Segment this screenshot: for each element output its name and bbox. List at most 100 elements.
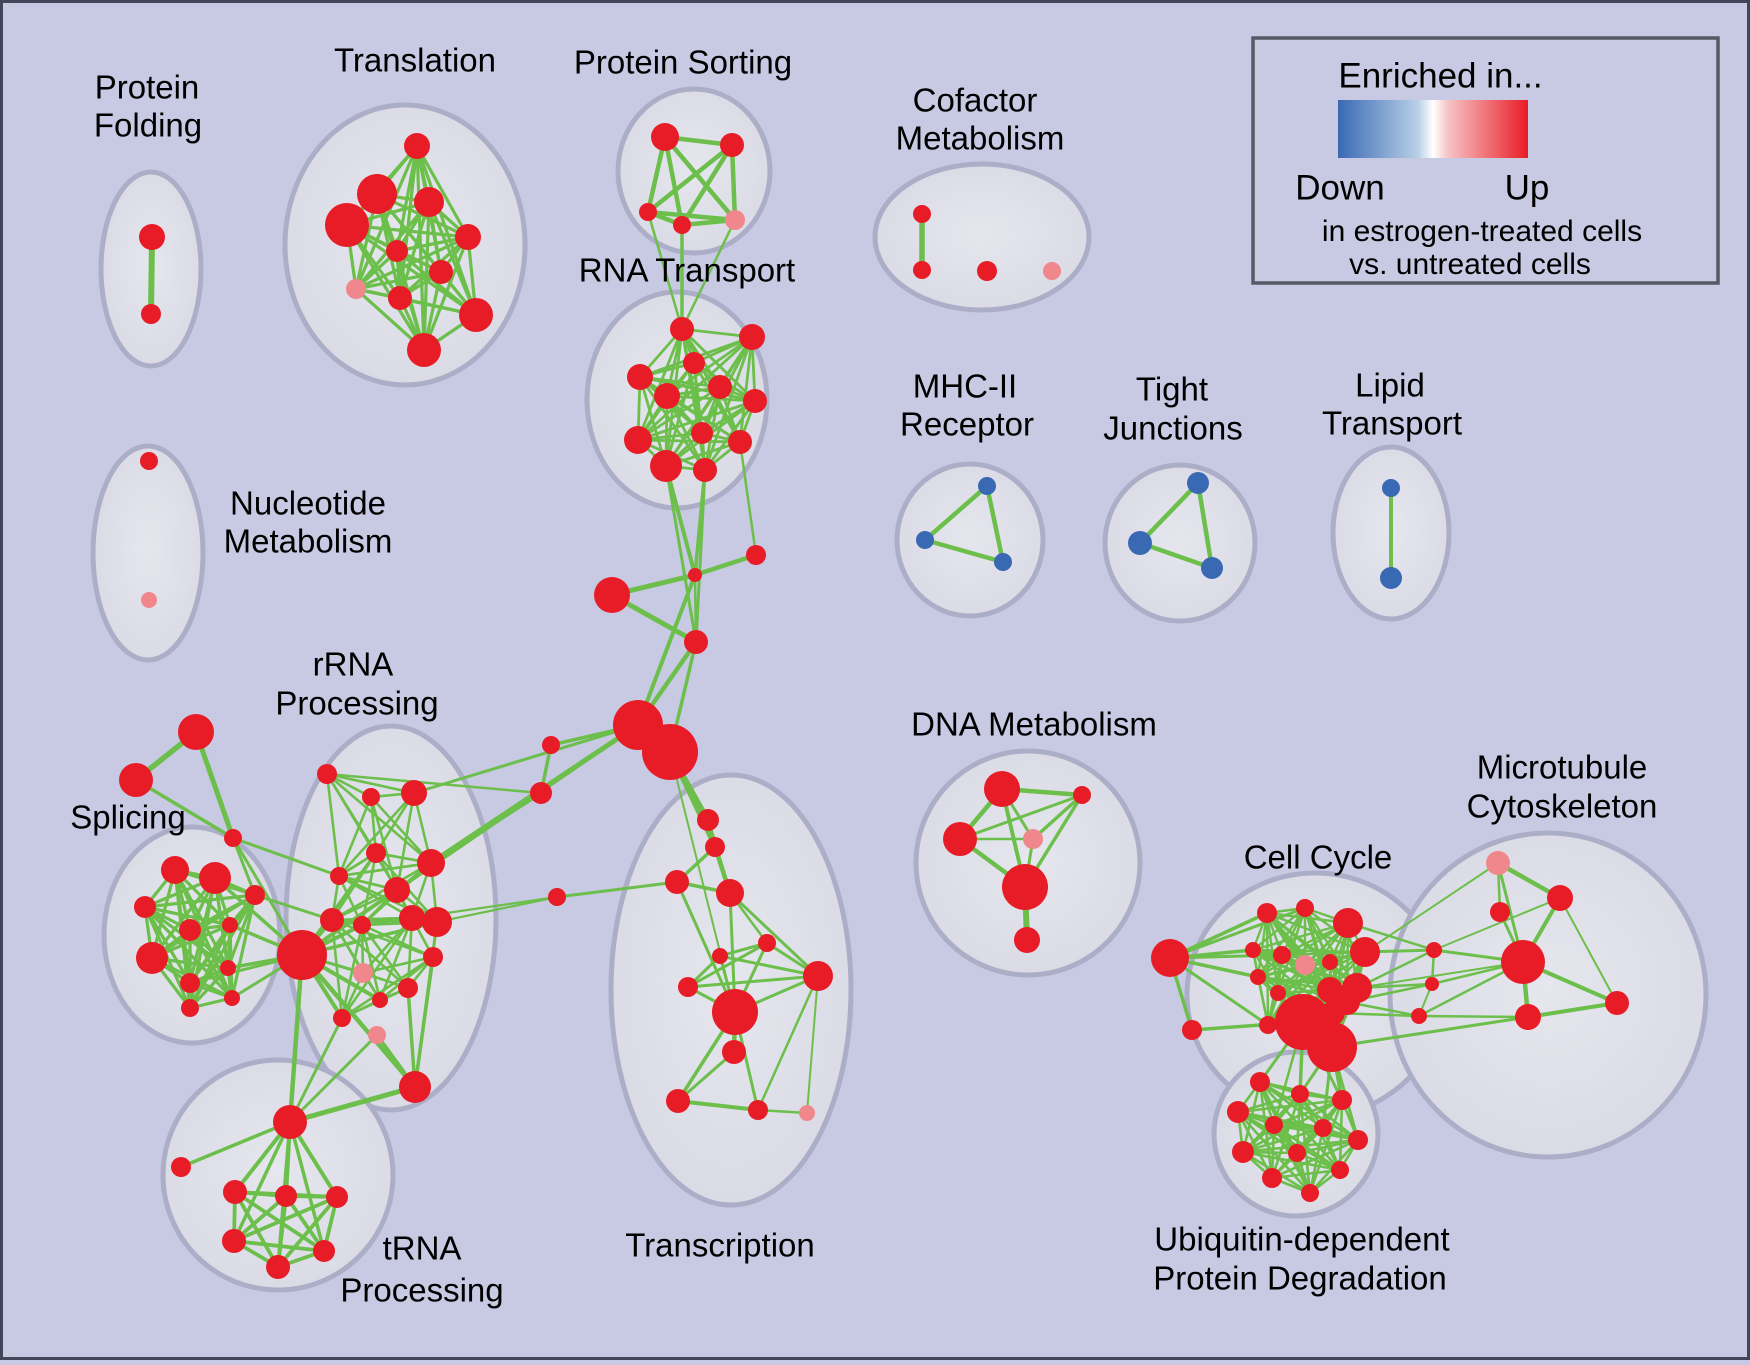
edge-c12-M0 <box>1356 961 1524 989</box>
node-r12 <box>693 458 717 482</box>
edge-k3-mt4 <box>1417 1014 1530 1019</box>
node-m1 <box>978 477 996 495</box>
edge-r3-r12 <box>638 375 707 472</box>
node-t4 <box>325 203 369 247</box>
node-c5 <box>1245 942 1261 958</box>
node-co4 <box>1043 262 1061 280</box>
edge-u4-u8 <box>756 974 820 1112</box>
node-c15 <box>1334 989 1360 1015</box>
edge-R1-R3 <box>325 772 416 795</box>
node-CC1 <box>1307 1022 1357 1072</box>
node-R7 <box>417 849 445 877</box>
edge-r1-r9 <box>636 327 684 442</box>
node-g2 <box>119 763 153 797</box>
edge-p6-p9 <box>150 893 257 960</box>
edge-c3-k1 <box>1346 921 1436 952</box>
node-c10 <box>1270 985 1286 1001</box>
edge-r2-r10 <box>738 335 754 444</box>
node-j2 <box>1128 531 1152 555</box>
node-p2 <box>199 862 231 894</box>
node-l2 <box>1380 567 1402 589</box>
edge-r7-r9 <box>636 399 757 442</box>
cluster-ellipse-tight-junctions <box>1102 462 1258 624</box>
edge-t5-t11 <box>422 235 470 352</box>
node-c8 <box>1322 954 1338 970</box>
node-d2 <box>1073 786 1091 804</box>
node-h1 <box>223 1180 247 1204</box>
node-j1 <box>1187 472 1209 494</box>
legend-gradient-bar <box>1338 100 1528 158</box>
edge-b8-b10 <box>1241 1150 1342 1172</box>
node-tq1 <box>697 809 719 831</box>
node-t9 <box>388 286 412 310</box>
node-c3 <box>1333 908 1363 938</box>
edge-R12-R16 <box>340 955 435 1020</box>
edge-h3-h4 <box>232 1195 339 1243</box>
node-r4 <box>683 352 705 374</box>
cluster-label-trna-processing-line2: Processing <box>340 1272 503 1309</box>
edge-R0-R18 <box>299 952 418 1090</box>
edge-r5-r9 <box>636 385 722 442</box>
node-b9 <box>1288 1144 1306 1162</box>
node-tq2 <box>705 837 725 857</box>
edge-g3-p9 <box>231 836 257 897</box>
node-R1 <box>317 764 337 784</box>
edge-trh-R16 <box>288 1016 344 1124</box>
legend-caption-line1: in estrogen-treated cells <box>1322 215 1642 248</box>
node-M0 <box>1501 940 1545 984</box>
node-ccL <box>1151 939 1189 977</box>
node-p3 <box>134 896 156 918</box>
node-u2 <box>758 934 776 952</box>
node-u4 <box>803 961 833 991</box>
node-b1 <box>1250 1072 1270 1092</box>
node-h4 <box>222 1229 246 1253</box>
node-b8 <box>1232 1141 1254 1163</box>
edge-p3-p5 <box>143 905 232 927</box>
edge-R18-trh <box>287 1084 418 1125</box>
node-pf1 <box>139 224 165 250</box>
node-R14 <box>372 992 388 1008</box>
node-mt4 <box>1515 1004 1541 1030</box>
node-b6 <box>1314 1119 1332 1137</box>
edge-s2-s4 <box>679 142 735 228</box>
edge-R5-R7 <box>337 861 433 878</box>
edge-t4-t10 <box>345 223 478 317</box>
node-r6 <box>654 383 680 409</box>
edge-R0-trh <box>287 952 305 1125</box>
edge-R10-R12 <box>360 923 435 959</box>
cluster-label-trna-processing-line1: tRNA <box>383 1230 462 1267</box>
node-p9 <box>245 885 265 905</box>
node-mt5 <box>1605 991 1629 1015</box>
legend-down-label: Down <box>1295 168 1384 207</box>
edge-r11-x2 <box>664 464 697 577</box>
node-R4 <box>366 843 386 863</box>
node-t11 <box>407 333 441 367</box>
node-n1 <box>140 452 158 470</box>
edge-tq5-R8 <box>435 895 559 924</box>
edge-trh-R15 <box>288 1033 379 1124</box>
cluster-label-lipid-transport-line2: Transport <box>1322 405 1462 442</box>
node-b2 <box>1291 1085 1309 1103</box>
node-mt2 <box>1490 902 1510 922</box>
edge-x2-hubA <box>636 573 697 727</box>
node-d1 <box>984 771 1020 807</box>
node-p5 <box>222 917 238 933</box>
edge-p9-p10 <box>188 893 257 1010</box>
edge-u7-u8 <box>676 1099 760 1112</box>
edge-R1-R5 <box>325 772 341 878</box>
node-R0 <box>277 930 327 980</box>
edge-tq4-u4 <box>728 891 820 978</box>
edge-R18-R17 <box>406 986 417 1089</box>
node-tq4 <box>716 879 744 907</box>
edge-tq3-U0 <box>675 880 737 1014</box>
node-R9 <box>320 908 344 932</box>
edge-m2-m3 <box>922 537 1006 565</box>
node-hubB <box>642 724 698 780</box>
node-p7 <box>180 973 200 993</box>
node-u1 <box>712 948 728 964</box>
edge-s2-s3 <box>645 142 735 215</box>
node-x1 <box>594 577 630 613</box>
node-u9 <box>799 1105 815 1121</box>
